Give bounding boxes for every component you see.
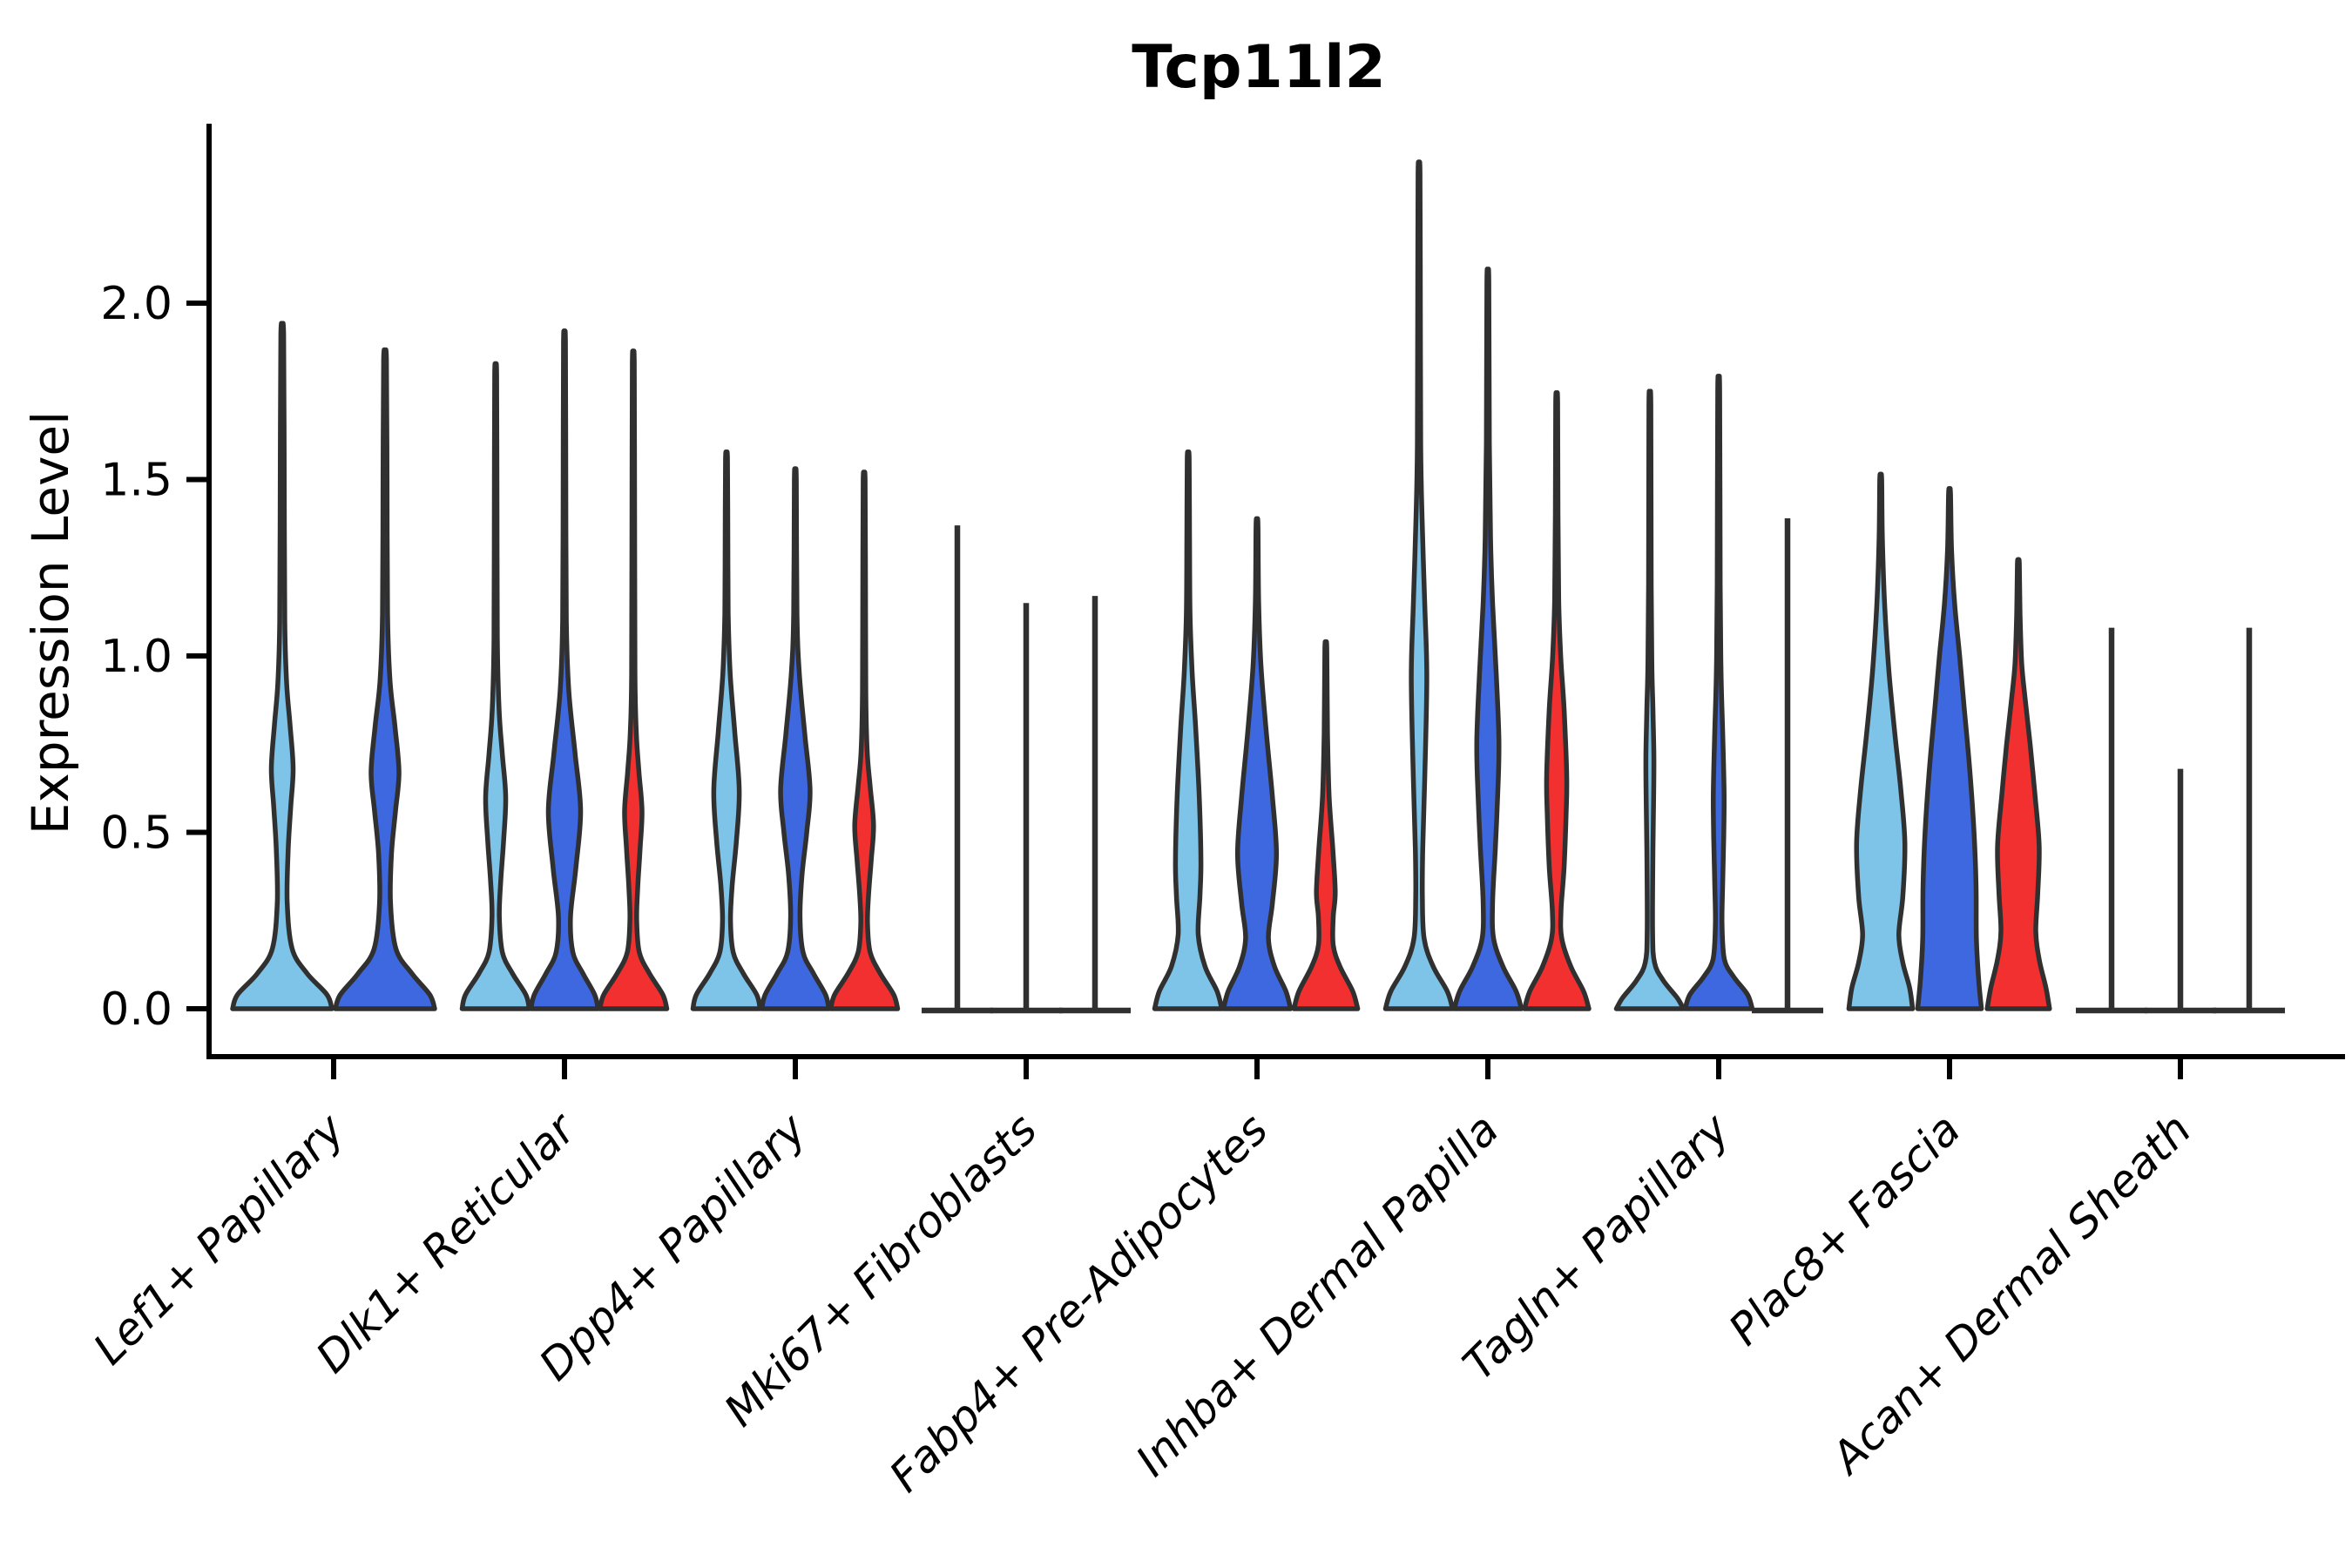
- y-tick-label: 1.5: [100, 455, 172, 507]
- violin-5-3: [1291, 639, 1361, 1011]
- chart-title: Tcp11l2: [1132, 33, 1386, 102]
- violin-5-2: [1220, 516, 1294, 1011]
- violin-8-3: [1984, 557, 2052, 1011]
- violin-1-1: [230, 321, 335, 1011]
- violin-6-3: [1522, 389, 1592, 1011]
- y-tick-label: 0.0: [100, 983, 172, 1036]
- violin-6-2: [1451, 267, 1524, 1011]
- violin-2-2: [528, 328, 601, 1011]
- violin-8-1: [1846, 471, 1916, 1011]
- y-axis-label: Expression Level: [21, 411, 80, 835]
- violin-3-2: [759, 466, 832, 1011]
- violin-1-2: [333, 347, 437, 1011]
- violins: [230, 159, 2285, 1014]
- violin-7-2: [1682, 374, 1755, 1011]
- axes: [186, 124, 2345, 1079]
- violin-2-1: [459, 361, 532, 1011]
- y-tick-label: 2.0: [100, 278, 172, 330]
- violin-6-1: [1382, 159, 1456, 1011]
- y-tick-label: 1.0: [100, 631, 172, 683]
- x-tick-label: Lef1+ Papillary: [84, 1103, 355, 1374]
- violin-8-2: [1915, 486, 1984, 1011]
- violin-3-3: [828, 470, 901, 1011]
- violin-3-1: [690, 449, 763, 1011]
- violin-2-3: [597, 348, 670, 1011]
- x-tick-label: Fabp4+ Pre-Adipocytes: [880, 1104, 1278, 1502]
- y-tick-label: 0.5: [100, 808, 172, 860]
- violin-5-1: [1152, 449, 1225, 1011]
- violin-7-1: [1613, 389, 1686, 1011]
- x-tick-label: Plac8+ Fascia: [1720, 1104, 1970, 1355]
